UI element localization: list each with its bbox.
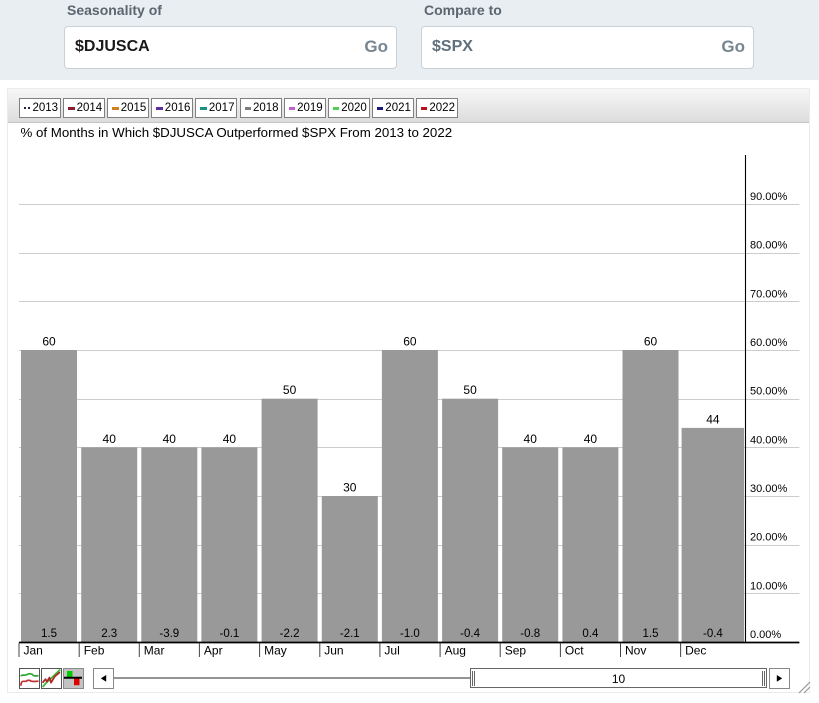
svg-text:1.5: 1.5 bbox=[41, 628, 57, 640]
svg-text:40: 40 bbox=[223, 432, 237, 446]
svg-text:80.00%: 80.00% bbox=[750, 240, 788, 252]
svg-text:10.00%: 10.00% bbox=[750, 580, 788, 592]
svg-text:-0.1: -0.1 bbox=[219, 628, 239, 640]
svg-text:44: 44 bbox=[706, 412, 720, 426]
svg-text:50.00%: 50.00% bbox=[750, 386, 788, 398]
svg-text:40: 40 bbox=[103, 432, 117, 446]
svg-text:Aug: Aug bbox=[445, 644, 466, 658]
svg-text:1.5: 1.5 bbox=[643, 628, 659, 640]
svg-text:-0.4: -0.4 bbox=[460, 628, 480, 640]
svg-text:Jan: Jan bbox=[24, 644, 43, 658]
svg-text:-0.4: -0.4 bbox=[703, 628, 723, 640]
svg-text:Mar: Mar bbox=[144, 644, 165, 658]
svg-text:60.00%: 60.00% bbox=[750, 337, 788, 349]
svg-text:60: 60 bbox=[403, 335, 417, 349]
svg-text:20.00%: 20.00% bbox=[750, 532, 788, 544]
svg-text:-1.0: -1.0 bbox=[400, 628, 420, 640]
svg-text:Dec: Dec bbox=[685, 644, 706, 658]
svg-text:-2.2: -2.2 bbox=[280, 628, 300, 640]
svg-text:40.00%: 40.00% bbox=[750, 434, 788, 446]
svg-text:60: 60 bbox=[644, 335, 658, 349]
svg-text:-3.9: -3.9 bbox=[159, 628, 179, 640]
svg-text:40: 40 bbox=[584, 432, 598, 446]
svg-text:May: May bbox=[264, 644, 287, 658]
svg-text:50: 50 bbox=[463, 383, 477, 397]
svg-text:30.00%: 30.00% bbox=[750, 483, 788, 495]
svg-text:2.3: 2.3 bbox=[101, 628, 117, 640]
svg-text:40: 40 bbox=[524, 432, 538, 446]
svg-text:Jul: Jul bbox=[384, 644, 399, 658]
svg-text:0.00%: 0.00% bbox=[750, 629, 781, 641]
svg-text:60: 60 bbox=[42, 335, 56, 349]
svg-text:Jun: Jun bbox=[324, 644, 343, 658]
svg-text:-2.1: -2.1 bbox=[340, 628, 360, 640]
svg-text:Apr: Apr bbox=[204, 644, 223, 658]
svg-text:Sep: Sep bbox=[505, 644, 527, 658]
svg-text:Oct: Oct bbox=[565, 644, 584, 658]
svg-text:Nov: Nov bbox=[625, 644, 646, 658]
svg-text:90.00%: 90.00% bbox=[750, 191, 788, 203]
svg-text:30: 30 bbox=[343, 481, 357, 495]
svg-text:40: 40 bbox=[163, 432, 177, 446]
svg-text:70.00%: 70.00% bbox=[750, 288, 788, 300]
svg-text:Feb: Feb bbox=[84, 644, 105, 658]
svg-text:50: 50 bbox=[283, 383, 297, 397]
svg-text:0.4: 0.4 bbox=[582, 628, 599, 640]
svg-text:-0.8: -0.8 bbox=[520, 628, 540, 640]
